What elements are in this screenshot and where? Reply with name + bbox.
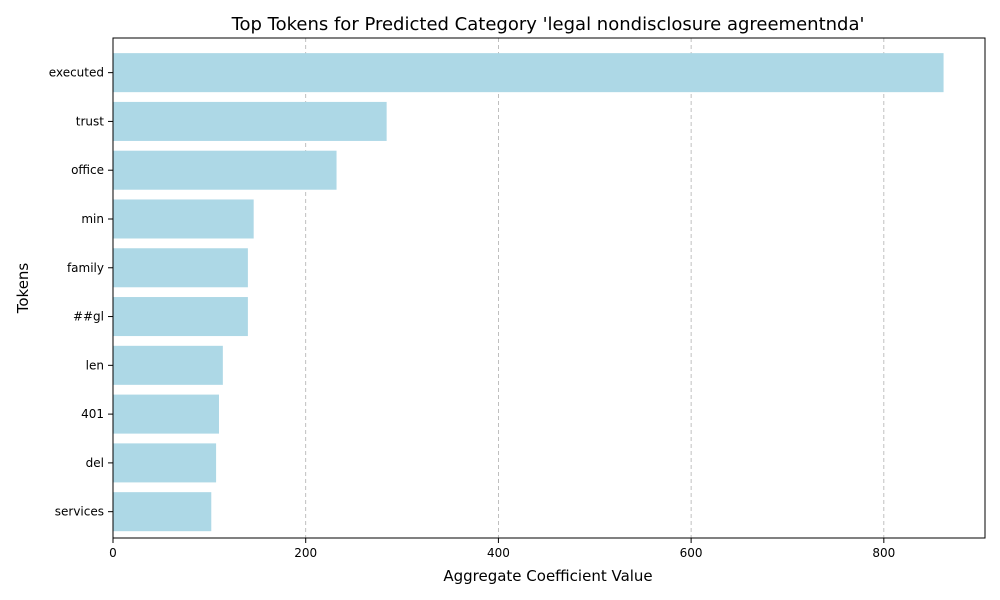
- grid-lines: [305, 38, 885, 538]
- x-tick-label: 200: [294, 546, 317, 560]
- bar-office: [113, 150, 337, 190]
- bar-services: [113, 492, 212, 532]
- y-tick-label: len: [86, 358, 104, 372]
- y-tick-label: min: [81, 212, 104, 226]
- y-tick-label: del: [86, 456, 104, 470]
- plot-frame: [112, 37, 986, 539]
- bar-del: [113, 443, 217, 483]
- bars: [113, 53, 944, 532]
- bar-gl: [113, 297, 248, 337]
- y-tick-label: office: [71, 163, 104, 177]
- x-tick-label: 400: [487, 546, 510, 560]
- bar-min: [113, 199, 254, 239]
- y-tick-label: family: [67, 261, 104, 275]
- y-tick-label: ##gl: [73, 310, 104, 324]
- y-axis-ticks: executed trust office min family ##gl len 401 de…: [49, 66, 113, 519]
- y-tick-label: executed: [49, 66, 104, 80]
- y-tick-label: 401: [81, 407, 104, 421]
- chart-title: Top Tokens for Predicted Category 'legal…: [231, 14, 865, 35]
- x-tick-label: 600: [680, 546, 703, 560]
- bar-family: [113, 248, 248, 288]
- x-axis-ticks: 0 200 400 600 800: [109, 538, 895, 560]
- bar-len: [113, 345, 223, 385]
- y-tick-label: services: [55, 505, 104, 519]
- x-axis-label: Aggregate Coefficient Value: [443, 567, 652, 585]
- bar-401: [113, 394, 219, 434]
- x-tick-label: 800: [872, 546, 895, 560]
- x-tick-label: 0: [109, 546, 117, 560]
- y-axis-label: Tokens: [14, 263, 32, 315]
- bar-executed: [113, 53, 944, 93]
- bar-trust: [113, 101, 387, 141]
- y-tick-label: trust: [76, 114, 104, 128]
